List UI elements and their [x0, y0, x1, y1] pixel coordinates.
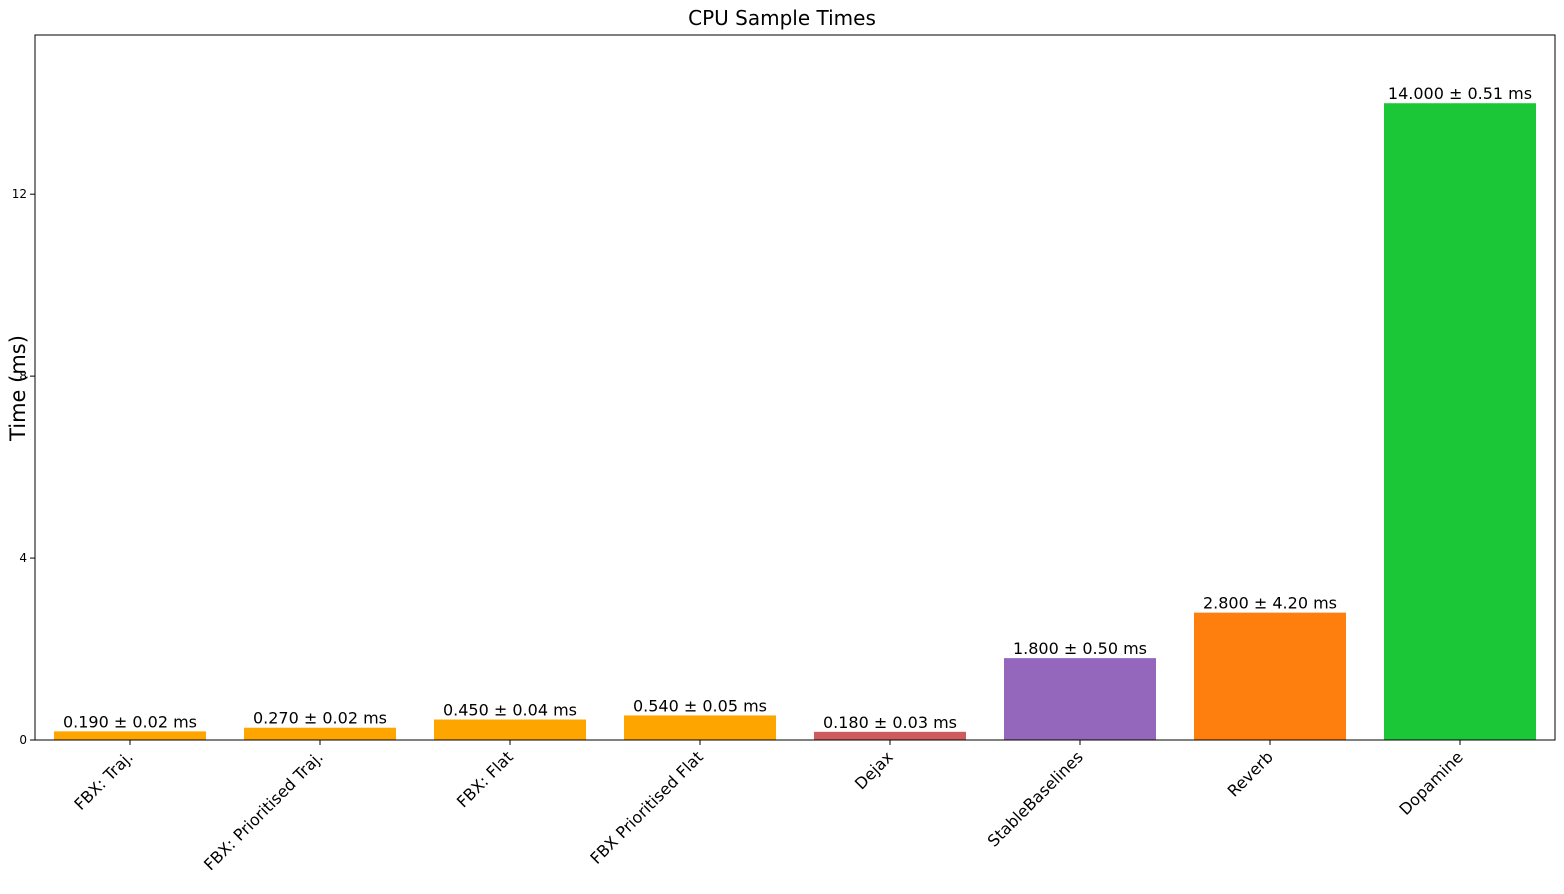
x-tick-label: FBX: Flat	[453, 747, 517, 811]
bar	[54, 731, 206, 740]
x-tick-label: FBX: Traj.	[70, 747, 136, 813]
bar	[1004, 658, 1156, 740]
x-tick-label: Reverb	[1224, 747, 1277, 800]
y-tick-label: 4	[19, 551, 27, 565]
y-axis-label: Time (ms)	[6, 335, 30, 441]
plot-frame	[34, 34, 1556, 741]
bar-value-label: 0.190 ± 0.02 ms	[63, 712, 197, 731]
x-tick-label: StableBaselines	[984, 747, 1087, 850]
bar	[434, 719, 586, 740]
bar-value-label: 2.800 ± 4.20 ms	[1203, 594, 1337, 613]
bar-value-label: 0.540 ± 0.05 ms	[633, 696, 767, 715]
chart-title: CPU Sample Times	[688, 6, 876, 30]
bar	[1384, 103, 1536, 740]
bar-value-label: 0.180 ± 0.03 ms	[823, 713, 957, 732]
bar	[1194, 612, 1346, 740]
bar	[814, 731, 966, 740]
x-tick-label: Dopamine	[1395, 747, 1466, 818]
bar-value-label: 1.800 ± 0.50 ms	[1013, 639, 1147, 658]
y-tick-label: 0	[19, 733, 27, 747]
bar	[624, 715, 776, 740]
x-tick-label: FBX Prioritised Flat	[586, 747, 706, 867]
bar-value-label: 0.270 ± 0.02 ms	[253, 709, 387, 728]
bar-value-label: 0.450 ± 0.04 ms	[443, 701, 577, 720]
x-tick-label: FBX: Prioritised Traj.	[200, 747, 327, 874]
y-tick-label: 12	[12, 187, 27, 201]
x-tick-label: Dejax	[851, 747, 897, 793]
bar-value-label: 14.000 ± 0.51 ms	[1388, 84, 1532, 103]
y-tick-label: 8	[19, 369, 27, 383]
bar	[244, 727, 396, 740]
